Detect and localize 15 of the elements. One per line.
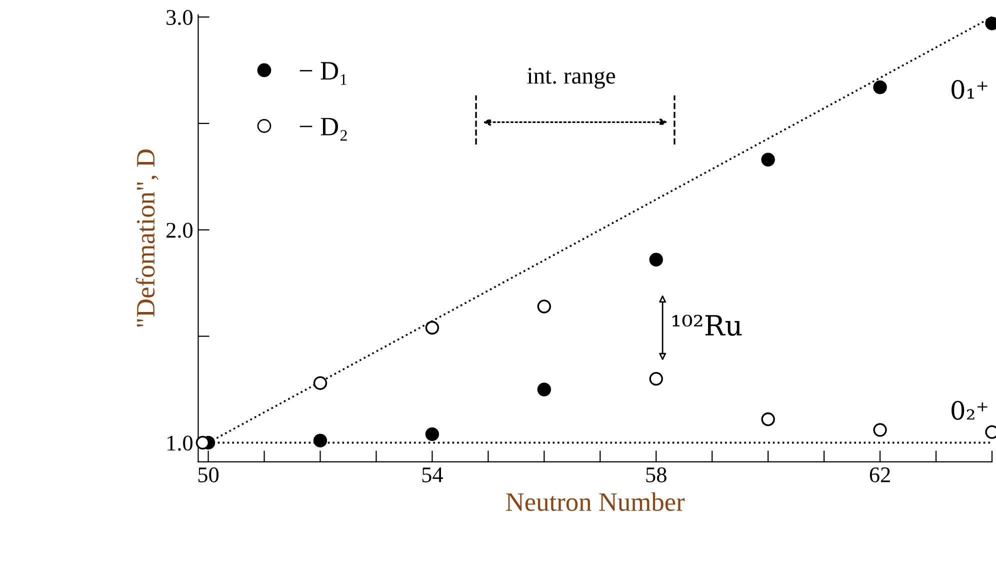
y-axis-title: "Defomation", D <box>136 150 158 327</box>
annotation: ¹⁰²Ru <box>672 314 742 336</box>
legend-label: − D₂ <box>300 118 347 141</box>
y-tick-label: 2.0 <box>166 222 192 238</box>
annotation: 0₂⁺ <box>952 400 988 420</box>
x-tick-label: 54 <box>422 467 443 482</box>
legend-label: − D₁ <box>300 62 346 85</box>
x-tick-label: 58 <box>646 467 666 482</box>
annotation: int. range <box>527 68 616 89</box>
x-tick-label: 62 <box>870 467 890 482</box>
x-axis-title: Neutron Number <box>506 492 685 511</box>
y-tick-label: 3.0 <box>166 10 192 26</box>
annotation: 0₁⁺ <box>952 80 988 99</box>
y-tick-label: 1.0 <box>168 436 192 451</box>
x-tick-label: 50 <box>198 467 219 482</box>
